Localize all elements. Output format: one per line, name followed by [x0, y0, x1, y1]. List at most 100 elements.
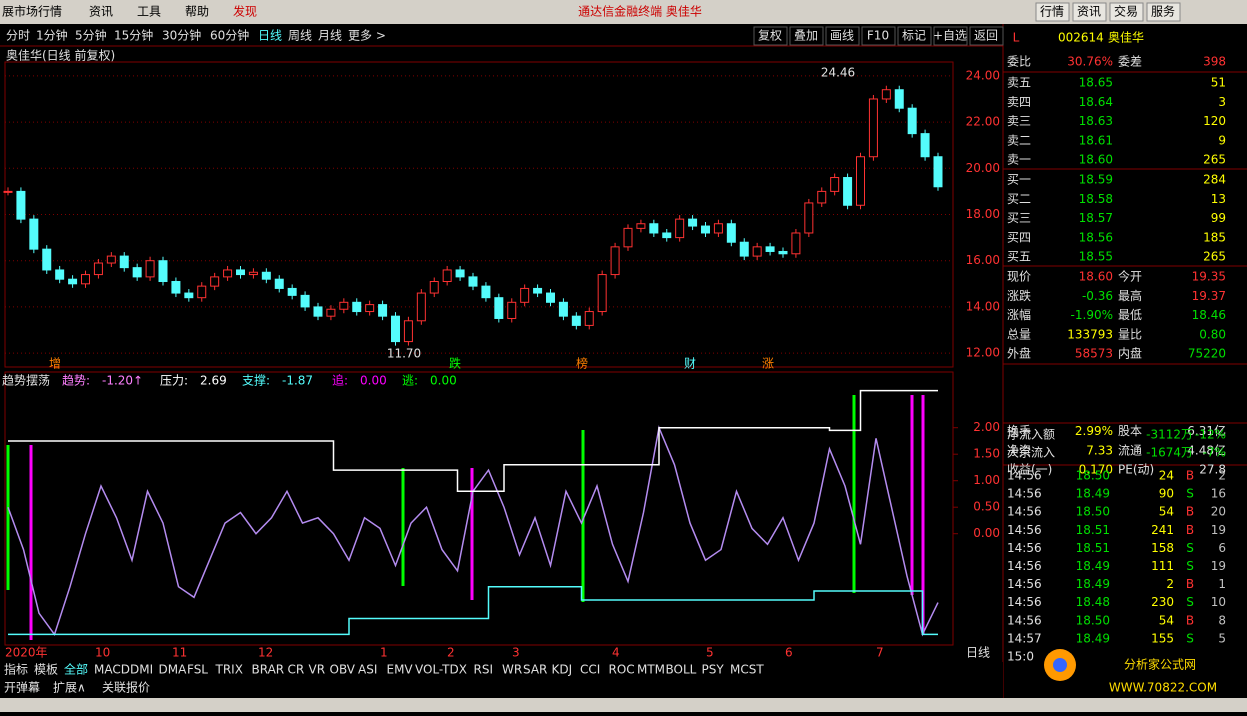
panel-tab: 开弹幕 — [4, 681, 40, 695]
event-marker: 涨 — [762, 356, 774, 371]
field-name: 现价 — [1007, 270, 1031, 284]
legend-name: 逃: — [402, 374, 418, 388]
trade-time: 14:56 — [1007, 559, 1042, 573]
indicator-tab: VR — [309, 663, 326, 677]
tool-button — [753, 26, 788, 46]
field-name: 内盘 — [1118, 346, 1142, 361]
indicator-frame — [4, 371, 954, 646]
field-value: 58573 — [1075, 347, 1113, 361]
field-name: 最高 — [1118, 288, 1142, 303]
trade-side: S — [1186, 631, 1194, 645]
trade-side: S — [1186, 559, 1194, 573]
candle — [68, 278, 78, 285]
menu-button — [1072, 2, 1107, 22]
y-tick-label: 24.00 — [966, 68, 1000, 82]
candle — [662, 232, 672, 239]
menu-button-label: 资讯 — [1077, 5, 1101, 19]
trade-time: 15:0 — [1007, 650, 1034, 664]
y-tick-label: 22.00 — [966, 115, 1000, 129]
trade-price: 18.50 — [1076, 613, 1110, 627]
field-name: PE(动) — [1118, 463, 1154, 477]
field-value: -0.36 — [1082, 289, 1113, 303]
flow-value: -1674万 — [1146, 446, 1193, 460]
candle — [55, 269, 65, 280]
trade-time: 14:56 — [1007, 505, 1042, 519]
candle — [520, 287, 530, 303]
trade-count: 19 — [1211, 523, 1226, 537]
candle — [881, 89, 891, 100]
period-tab: 60分钟 — [210, 28, 249, 43]
tool-button-label: 标记 — [902, 29, 926, 43]
trade-side: S — [1186, 541, 1194, 555]
candle — [726, 223, 736, 243]
candle — [584, 311, 594, 326]
candle — [597, 274, 607, 313]
level-name: 买五 — [1007, 250, 1031, 264]
trade-volume: 158 — [1151, 541, 1174, 555]
trade-price: 18.51 — [1076, 523, 1110, 537]
level-price: 18.63 — [1079, 114, 1113, 128]
candle — [856, 156, 865, 206]
indicator-tab: 全部 — [64, 662, 88, 677]
level-name: 买三 — [1007, 211, 1031, 225]
field-value: 0.170 — [1079, 463, 1113, 477]
period-tab: 周线 — [288, 29, 312, 43]
field-name: 最低 — [1118, 308, 1142, 322]
level-volume: 13 — [1211, 192, 1226, 206]
level-price: 18.64 — [1079, 95, 1113, 109]
level-name: 买二 — [1007, 192, 1031, 206]
indicator-tab: EMV — [387, 663, 414, 677]
candle — [455, 269, 465, 278]
menu-item: 资讯 — [89, 5, 113, 19]
period-tab: 15分钟 — [114, 28, 153, 43]
menu-item: 帮助 — [185, 5, 209, 19]
y-tick-label: 12.00 — [966, 346, 1000, 360]
period-label: 日线 — [966, 646, 990, 660]
indicator-tab: MACD — [94, 663, 130, 677]
tool-button-label: 画线 — [830, 29, 854, 43]
field-value: 19.37 — [1192, 289, 1226, 303]
field-name: 委比 — [1007, 55, 1031, 69]
trade-side: S — [1186, 595, 1194, 609]
x-tick-label: 4 — [612, 646, 620, 660]
y-tick-label: 1.50 — [973, 447, 1000, 461]
legend-name: 趋势: — [62, 374, 90, 388]
indicator-title: 趋势摆荡 — [2, 374, 50, 388]
period-tab: 分时 — [6, 29, 30, 43]
candle — [533, 287, 543, 294]
trade-side: S — [1186, 487, 1194, 501]
level-volume: 265 — [1203, 250, 1226, 264]
trade-volume: 241 — [1151, 523, 1174, 537]
level-volume: 99 — [1211, 211, 1226, 225]
candle — [274, 278, 284, 289]
x-tick-label: 2020年 — [5, 646, 48, 660]
candle — [81, 274, 90, 285]
level-price: 18.57 — [1079, 211, 1113, 225]
legend-value: -1.20↑ — [102, 374, 143, 388]
field-name: 流通 — [1118, 443, 1142, 457]
field-name: 收益(一) — [1007, 463, 1052, 477]
candle — [765, 246, 775, 252]
level-price: 18.61 — [1079, 133, 1113, 147]
field-value: 19.35 — [1192, 270, 1226, 284]
tab-area — [0, 662, 1003, 698]
candle — [843, 177, 853, 206]
candle — [494, 297, 504, 319]
level-volume: 9 — [1218, 133, 1226, 147]
candle — [739, 241, 749, 257]
trade-price: 18.48 — [1076, 595, 1110, 609]
candle — [416, 292, 426, 322]
level-price: 18.58 — [1079, 192, 1113, 206]
trade-count: 20 — [1211, 505, 1226, 519]
candle — [688, 218, 698, 227]
indicator-tab: PSY — [702, 663, 725, 677]
candle — [248, 271, 258, 276]
candle — [610, 246, 620, 276]
candle — [184, 292, 194, 299]
trade-time: 14:56 — [1007, 541, 1042, 555]
y-tick-label: 0.50 — [973, 500, 1000, 514]
level-volume: 3 — [1218, 95, 1226, 109]
candle — [868, 98, 878, 158]
event-marker: 榜 — [576, 356, 588, 371]
